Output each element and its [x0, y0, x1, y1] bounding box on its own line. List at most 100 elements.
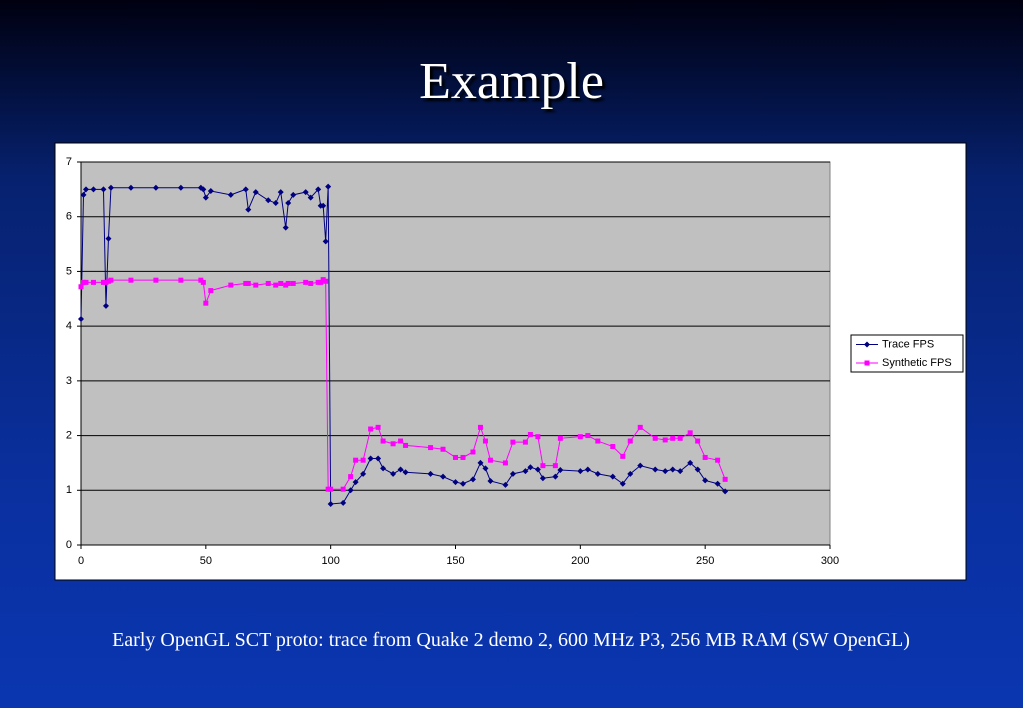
marker [315, 186, 322, 193]
marker [203, 300, 209, 306]
chart: 0 1 2 3 4 5 6 7 0 50 100 150 200 250 300 Trace FPS Synth… [54, 142, 967, 581]
marker [440, 446, 446, 452]
marker [534, 466, 541, 473]
marker [290, 280, 296, 286]
marker [80, 191, 87, 198]
marker [557, 435, 563, 441]
marker [290, 191, 297, 198]
marker [82, 186, 89, 193]
marker [367, 455, 374, 462]
marker [662, 437, 668, 443]
marker [687, 459, 694, 466]
marker [78, 284, 84, 290]
x-tick-label: 100 [321, 555, 339, 567]
marker [487, 457, 493, 463]
y-tick-label: 5 [66, 265, 72, 277]
slide-title: Example [419, 53, 604, 110]
marker [702, 454, 708, 460]
x-tick-label: 50 [200, 555, 212, 567]
marker [353, 457, 359, 463]
marker [323, 278, 329, 284]
marker [482, 465, 489, 472]
marker [459, 480, 466, 487]
marker [177, 184, 184, 191]
marker [662, 468, 669, 475]
marker [702, 477, 709, 484]
marker [527, 431, 533, 437]
marker [652, 435, 658, 441]
marker [677, 468, 684, 475]
marker [390, 441, 396, 447]
marker [90, 186, 97, 193]
marker [627, 438, 633, 444]
marker [242, 186, 249, 193]
marker [102, 302, 109, 309]
marker [584, 466, 591, 473]
marker [482, 438, 488, 444]
marker [348, 474, 354, 480]
x-tick-label: 250 [696, 555, 714, 567]
marker [245, 206, 252, 213]
marker [327, 500, 334, 507]
marker [427, 470, 434, 477]
marker [687, 430, 693, 436]
marker [78, 316, 84, 323]
marker [487, 477, 494, 484]
marker [375, 455, 382, 462]
marker [695, 438, 701, 444]
marker [282, 224, 289, 231]
marker [452, 479, 459, 486]
marker [108, 277, 114, 283]
marker [320, 202, 327, 209]
marker [577, 434, 583, 440]
marker [200, 279, 206, 285]
marker [620, 453, 626, 459]
marker [340, 486, 346, 492]
marker [308, 280, 314, 286]
marker [208, 288, 214, 294]
marker [552, 473, 559, 480]
marker [715, 457, 721, 463]
marker [207, 187, 214, 194]
marker [453, 454, 458, 460]
marker [722, 476, 728, 482]
legend-box [850, 334, 964, 373]
marker [469, 476, 476, 483]
y-tick-label: 0 [66, 539, 72, 551]
marker [278, 280, 284, 286]
marker [509, 470, 516, 477]
marker [90, 279, 96, 285]
marker [322, 238, 329, 245]
y-tick-label: 1 [66, 484, 72, 496]
marker [510, 439, 516, 445]
marker [535, 434, 541, 440]
y-tick-label: 4 [66, 320, 72, 332]
marker [340, 499, 347, 506]
marker [502, 481, 509, 488]
marker [273, 282, 279, 288]
marker [352, 479, 359, 486]
marker [397, 466, 404, 473]
marker [694, 466, 701, 473]
marker [610, 444, 616, 450]
marker [522, 439, 528, 445]
marker [380, 438, 386, 444]
marker [252, 189, 259, 196]
y-tick-label: 2 [66, 429, 72, 441]
x-tick-label: 200 [571, 555, 589, 567]
marker [200, 186, 207, 193]
marker [460, 454, 466, 460]
marker [864, 360, 870, 366]
marker [253, 282, 259, 288]
marker [375, 424, 381, 430]
marker [245, 280, 251, 286]
marker [470, 449, 476, 455]
marker [864, 341, 870, 348]
marker [128, 277, 134, 283]
marker [100, 186, 107, 193]
marker [552, 463, 558, 469]
marker [265, 280, 271, 286]
marker [318, 279, 324, 285]
marker [328, 486, 334, 492]
